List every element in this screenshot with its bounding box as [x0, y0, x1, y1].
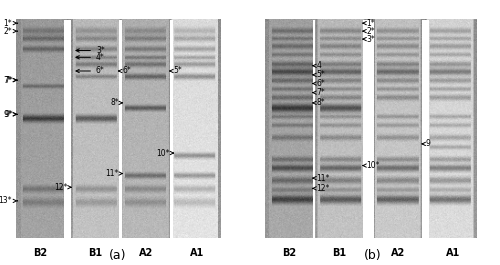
Bar: [221, 11, 232, 238]
Text: 2*: 2*: [3, 26, 18, 36]
Text: B2: B2: [33, 248, 48, 258]
Text: (b): (b): [364, 249, 382, 262]
Bar: [5, 11, 16, 238]
Text: 6*: 6*: [76, 67, 105, 76]
Text: 7*: 7*: [3, 76, 18, 85]
Text: 5*: 5*: [170, 67, 182, 76]
Bar: [119, 20, 122, 238]
Text: 6*: 6*: [313, 79, 325, 88]
Text: 5*: 5*: [313, 70, 325, 80]
Text: 12*: 12*: [313, 184, 330, 193]
Text: 3*: 3*: [76, 46, 105, 55]
Bar: [170, 20, 173, 238]
Text: 3*: 3*: [363, 35, 375, 43]
Text: 6*: 6*: [118, 67, 131, 76]
Bar: [255, 11, 265, 238]
Text: (a): (a): [109, 249, 126, 262]
Text: 1*: 1*: [363, 19, 375, 28]
Text: B1: B1: [88, 248, 102, 258]
Text: A1: A1: [446, 248, 460, 258]
Bar: [64, 20, 71, 238]
Text: 12*: 12*: [54, 183, 71, 192]
Text: 7*: 7*: [313, 88, 325, 97]
Text: A2: A2: [139, 248, 153, 258]
Bar: [422, 20, 429, 238]
Text: 11*: 11*: [313, 174, 330, 183]
Text: 9*: 9*: [4, 110, 16, 119]
Text: A2: A2: [391, 248, 406, 258]
Bar: [477, 11, 482, 238]
Text: 7*: 7*: [4, 76, 16, 85]
Text: B2: B2: [282, 248, 296, 258]
Text: 1*: 1*: [3, 19, 18, 28]
Text: 11*: 11*: [106, 169, 122, 178]
Text: 13*: 13*: [0, 196, 18, 205]
Text: 4*: 4*: [76, 53, 105, 62]
Text: 9*: 9*: [3, 110, 18, 119]
Text: 8*: 8*: [313, 98, 325, 107]
Text: 10*: 10*: [156, 149, 174, 157]
Text: 4: 4: [313, 61, 322, 70]
Text: 9: 9: [422, 139, 430, 148]
Text: B1: B1: [332, 248, 346, 258]
Text: 2*: 2*: [363, 26, 375, 36]
Text: 8*: 8*: [110, 98, 122, 107]
Text: 10*: 10*: [363, 161, 380, 170]
Bar: [363, 20, 374, 238]
Bar: [313, 20, 316, 238]
Text: A1: A1: [190, 248, 204, 258]
